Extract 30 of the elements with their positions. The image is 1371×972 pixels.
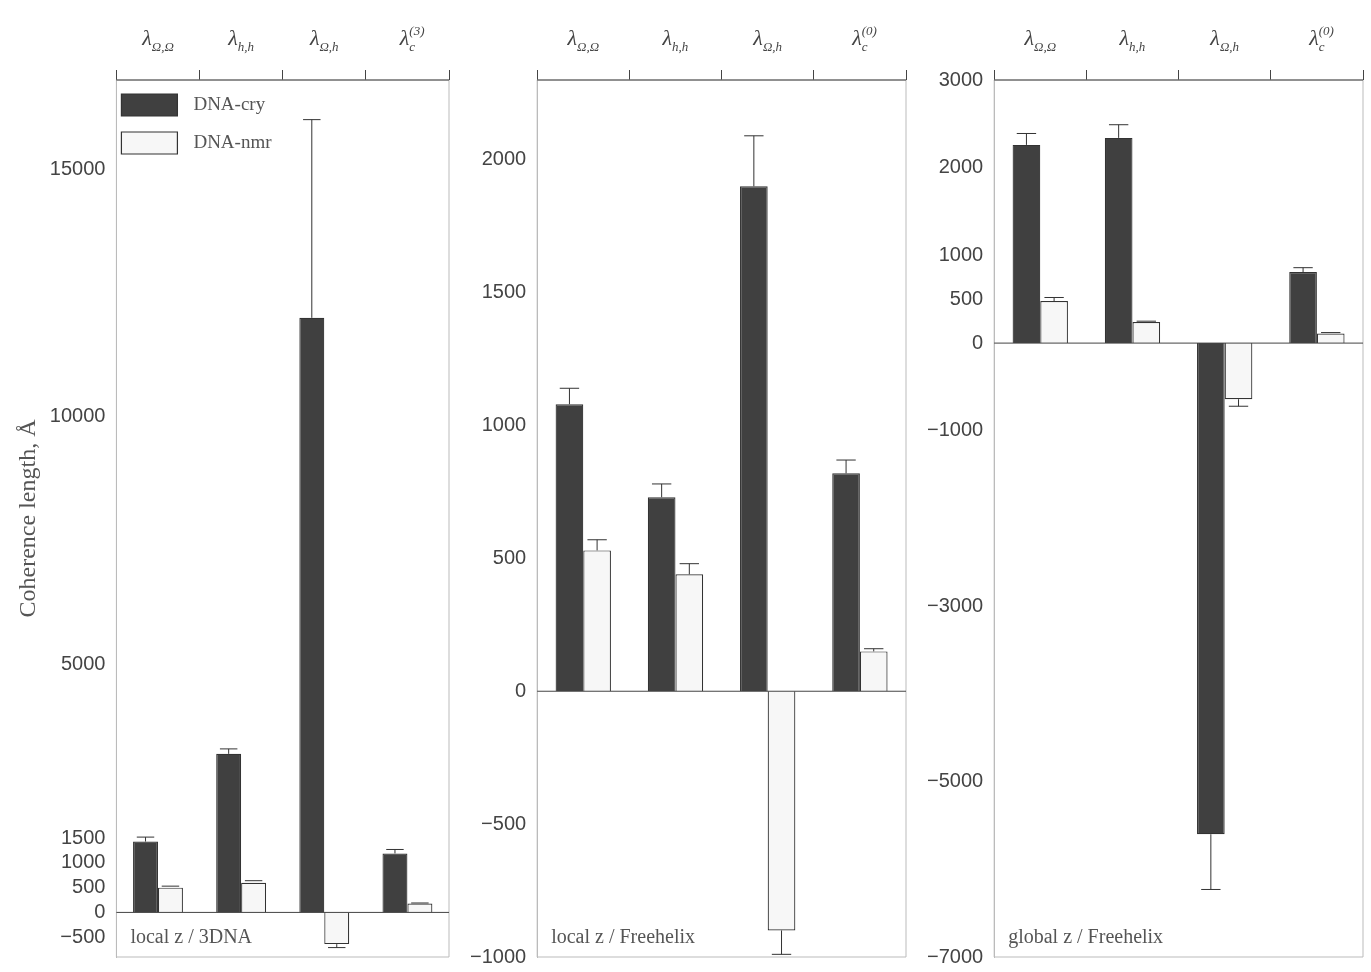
annotation: global z / Freehelix [1008,925,1164,948]
legend-label: DNA-nmr [193,130,273,152]
annotation: local z / Freehelix [551,925,695,947]
y-tick-label: −5000 [927,769,984,792]
y-tick-label: 500 [949,286,984,309]
y-tick-label: 1000 [60,850,106,873]
y-tick-label: −7000 [927,944,984,967]
y-tick-label: 0 [94,899,106,922]
y-tick-label: 10000 [49,404,106,427]
y-tick-label: −1000 [470,944,527,967]
y-tick-label: 2000 [938,155,984,178]
y-tick-label: −3000 [927,593,984,616]
y-tick-label: −500 [481,811,527,834]
y-axis-title: Coherence length, Å [13,418,40,618]
legend-label: DNA-cry [193,92,266,114]
y-tick-label: 3000 [938,67,984,90]
y-tick-label: 1500 [481,280,527,303]
y-tick-label: −500 [60,924,106,947]
y-tick-label: 500 [492,545,527,568]
y-tick-label: 1500 [60,825,106,848]
y-tick-label: −1000 [927,418,984,441]
y-tick-label: 2000 [481,147,527,170]
y-tick-label: 1000 [481,413,527,435]
y-tick-label: 15000 [49,156,106,179]
y-tick-label: 0 [972,330,984,353]
y-tick-label: 500 [72,875,106,898]
y-tick-label: 5000 [60,652,106,675]
annotation: local z / 3DNA [130,925,253,947]
y-tick-label: 0 [515,678,527,701]
y-tick-label: 1000 [938,242,984,265]
